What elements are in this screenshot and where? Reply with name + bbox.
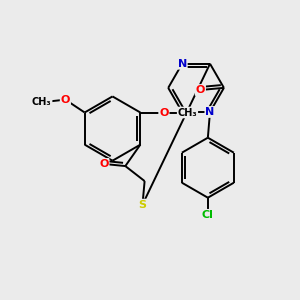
- Text: Cl: Cl: [202, 210, 214, 220]
- Text: N: N: [178, 59, 187, 69]
- Text: O: O: [61, 94, 70, 105]
- Text: CH₃: CH₃: [178, 107, 197, 118]
- Text: N: N: [206, 107, 214, 117]
- Text: O: O: [159, 107, 169, 118]
- Text: S: S: [139, 200, 146, 210]
- Text: O: O: [99, 159, 109, 169]
- Text: O: O: [196, 85, 205, 95]
- Text: CH₃: CH₃: [32, 97, 52, 107]
